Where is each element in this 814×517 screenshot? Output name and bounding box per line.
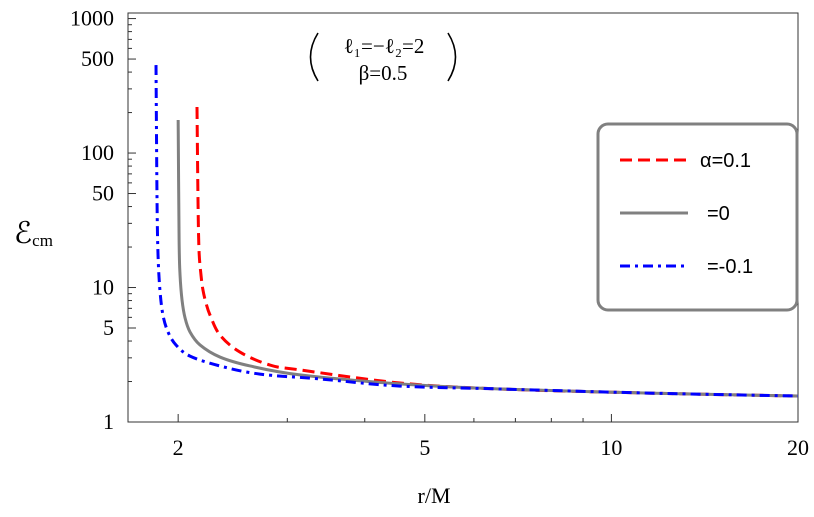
y-axis-ticks: 1 5 10 50 100 500 1000 bbox=[70, 6, 136, 434]
legend: α=0.1 =0 =-0.1 bbox=[596, 122, 799, 312]
x-tick-label: 2 bbox=[173, 435, 184, 460]
y-tick-label: 10 bbox=[92, 275, 114, 300]
legend-box bbox=[596, 122, 799, 312]
x-axis-ticks: 2 5 10 20 bbox=[173, 414, 809, 460]
x-tick-label: 5 bbox=[419, 435, 430, 460]
legend-item-alpha-0.1: α=0.1 bbox=[620, 150, 751, 172]
series-line-2 bbox=[154, 65, 798, 398]
series-line-1 bbox=[176, 120, 798, 398]
y-tick-label: 5 bbox=[103, 315, 114, 340]
legend-label: =-0.1 bbox=[707, 256, 753, 278]
series-lines bbox=[154, 65, 798, 398]
parameter-annotation: ℓ₁=−ℓ₂=2 β=0.5 bbox=[309, 32, 457, 85]
y-tick-label: 50 bbox=[92, 181, 114, 206]
annotation-right-paren bbox=[447, 32, 457, 82]
x-axis-label: r/M bbox=[418, 483, 451, 508]
x-tick-label: 20 bbox=[787, 435, 809, 460]
annotation-left-paren bbox=[309, 32, 319, 82]
y-tick-label: 500 bbox=[81, 46, 114, 71]
y-axis-label-main: ℰ bbox=[14, 217, 32, 250]
legend-item-alpha-minus-0.1: =-0.1 bbox=[620, 256, 753, 278]
y-tick-label: 1000 bbox=[70, 6, 114, 31]
annotation-line-1: ℓ₁=−ℓ₂=2 bbox=[344, 34, 425, 58]
annotation-line-2: β=0.5 bbox=[359, 61, 408, 85]
legend-item-alpha-0: =0 bbox=[620, 203, 730, 225]
legend-label: α=0.1 bbox=[700, 150, 751, 172]
y-tick-label: 1 bbox=[103, 409, 114, 434]
y-axis-label-sub: cm bbox=[32, 231, 53, 250]
y-tick-label: 100 bbox=[81, 140, 114, 165]
x-tick-label: 10 bbox=[600, 435, 622, 460]
y-axis-label: ℰcm bbox=[14, 217, 53, 250]
legend-label: =0 bbox=[707, 203, 730, 225]
